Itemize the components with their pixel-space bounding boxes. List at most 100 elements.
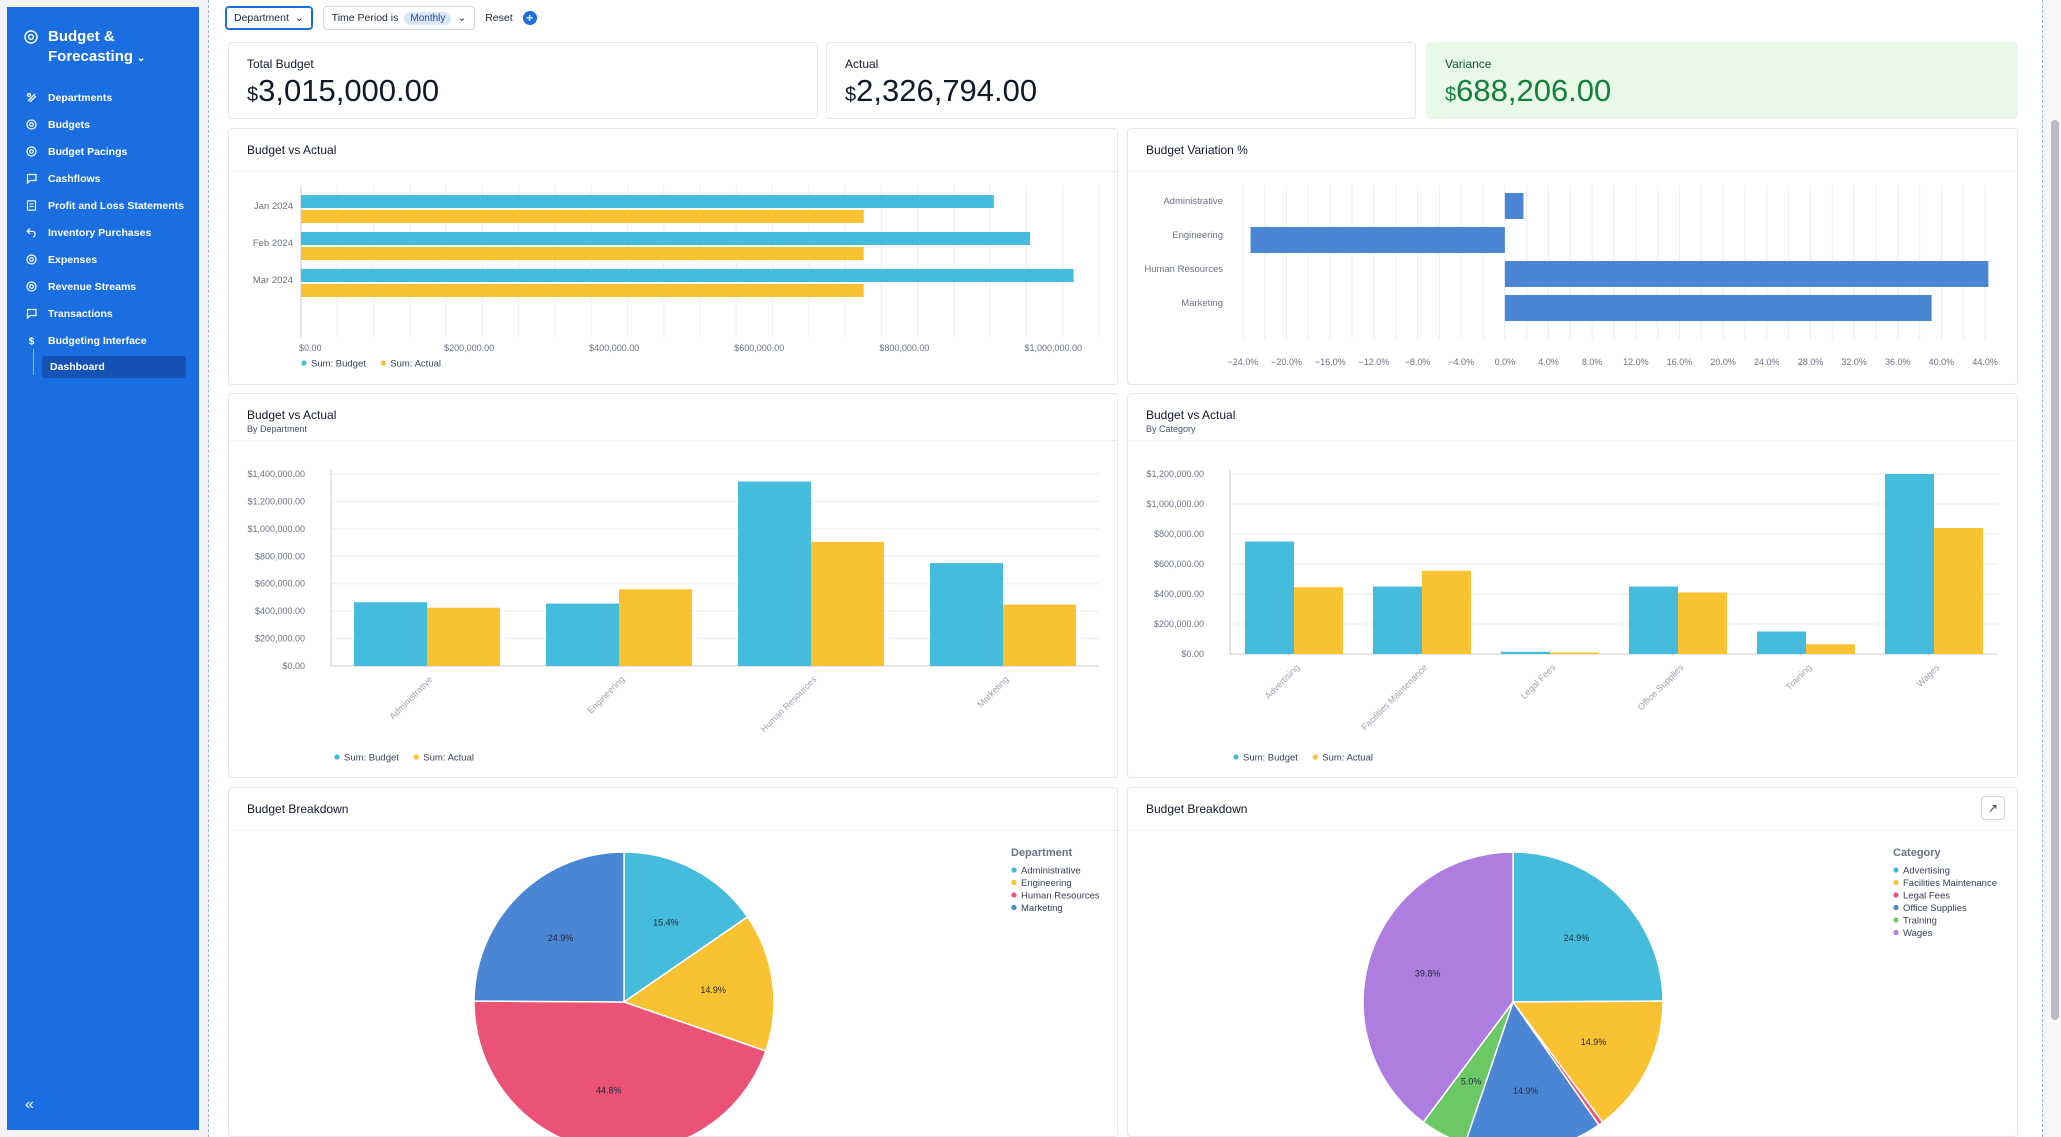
bar-actual	[1806, 644, 1855, 654]
legend-label: Training	[1903, 916, 1937, 927]
divider	[1128, 830, 2017, 831]
y-tick-label: $1,000,000.00	[247, 524, 305, 534]
x-tick-label: −4.0%	[1448, 357, 1474, 367]
chat-icon	[26, 173, 37, 184]
department-filter[interactable]: Department ⌄	[225, 6, 313, 30]
x-tick-label: −20.0%	[1271, 357, 1302, 367]
add-filter-icon[interactable]: +	[522, 11, 537, 25]
y-tick-label: $400,000.00	[1154, 589, 1204, 599]
bar-actual	[1678, 592, 1727, 654]
bar-variation	[1504, 295, 1932, 321]
kpi-value: $688,206.00	[1445, 73, 1611, 109]
divider	[1128, 171, 2017, 172]
target-icon	[26, 281, 37, 292]
sidebar-item-dashboard[interactable]: Dashboard	[42, 356, 186, 378]
y-tick-label: $200,000.00	[255, 634, 305, 644]
y-tick-label: $1,000,000.00	[1146, 499, 1204, 509]
budget-breakdown-dept-chart: 15.4% 14.9% 44.8% 24.9% Department Administra…	[473, 847, 1100, 1137]
bar-budget	[738, 481, 811, 666]
sidebar-item-label: Budgeting Interface	[48, 334, 147, 347]
x-tick-label: −24.0%	[1228, 357, 1259, 367]
sidebar-item-label: Revenue Streams	[48, 280, 137, 293]
legend-title: Category	[1893, 847, 1942, 859]
legend-label: Engineering	[1021, 878, 1072, 889]
y-tick-label: Jan 2024	[254, 201, 293, 212]
card-title: Budget Breakdown	[247, 802, 349, 816]
bar-variation	[1250, 227, 1505, 253]
bar-budget	[546, 603, 619, 666]
target-icon	[26, 119, 37, 130]
bar-budget	[1629, 586, 1678, 654]
kpi-number: 2,326,794.00	[856, 73, 1038, 108]
bar-budget	[301, 269, 1074, 282]
expand-icon[interactable]: ↗	[1981, 796, 2005, 820]
y-tick-label: $200,000.00	[1154, 619, 1204, 629]
legend-label: Office Supplies	[1903, 903, 1967, 914]
y-tick-label: $1,400,000.00	[247, 469, 305, 479]
bar-budget	[930, 563, 1003, 666]
divider	[229, 171, 1117, 172]
sidebar-item-departments[interactable]: Departments	[7, 84, 199, 111]
app-title[interactable]: Budget & Forecasting ⌄	[24, 27, 145, 69]
sidebar-item-inventory-purchases[interactable]: Inventory Purchases	[7, 219, 199, 246]
x-tick-label: Legal Fees	[1519, 662, 1558, 701]
scrollbar-thumb[interactable]	[2051, 120, 2059, 1020]
x-tick-label: −16.0%	[1315, 357, 1346, 367]
pie-label: 24.9%	[548, 933, 574, 943]
x-tick-label: 8.0%	[1582, 357, 1603, 367]
bar-actual	[301, 247, 864, 260]
pie-label: 39.8%	[1415, 969, 1441, 979]
chevron-down-icon: ⌄	[137, 53, 146, 64]
x-tick-label: 4.0%	[1538, 357, 1559, 367]
sidebar-item-budget-pacings[interactable]: Budget Pacings	[7, 138, 199, 165]
time-period-filter[interactable]: Time Period is Monthly ⌄	[322, 6, 476, 30]
legend-dot	[1893, 892, 1899, 898]
y-tick-label: Feb 2024	[253, 238, 293, 249]
app-title-line1: Budget &	[48, 28, 115, 45]
legend-label: Sum: Actual	[1322, 753, 1373, 764]
pie-label: 5.0%	[1461, 1077, 1482, 1087]
bar-actual	[427, 607, 500, 666]
legend-label: Sum: Budget	[311, 359, 366, 370]
legend-dot	[1893, 904, 1899, 911]
kpi-label: Total Budget	[247, 57, 314, 71]
budget-vs-actual-category-chart: $0.00 $200,000.00 $400,000.00 $600,000.00 $8…	[1146, 469, 1998, 764]
bar-actual	[1550, 652, 1599, 654]
currency-symbol: $	[247, 84, 259, 106]
sidebar-item-revenue-streams[interactable]: Revenue Streams	[7, 273, 199, 300]
pie-label: 24.9%	[1564, 933, 1590, 943]
pie-label: 15.4%	[653, 917, 679, 927]
card-title: Budget vs Actual	[247, 143, 337, 157]
target-icon	[26, 146, 37, 157]
sidebar-item-profit-and-loss-statements[interactable]: Profit and Loss Statements	[7, 192, 199, 219]
bar-actual	[1294, 587, 1343, 654]
budget-vs-actual-dept-card: Budget vs Actual By Department $0.00 $200…	[228, 393, 1118, 778]
sidebar-item-expenses[interactable]: Expenses	[7, 246, 199, 273]
sidebar-item-budgets[interactable]: Budgets	[7, 111, 199, 138]
legend-dot	[1893, 867, 1899, 873]
legend-label: Sum: Actual	[423, 753, 474, 764]
department-filter-label: Department	[234, 12, 289, 24]
card-title: Budget vs Actual	[1146, 408, 1236, 422]
chevron-down-icon: ⌄	[457, 12, 467, 24]
x-tick-label: 28.0%	[1798, 357, 1824, 367]
x-tick-label: Human Resources	[759, 674, 819, 734]
time-period-label: Time Period is	[331, 12, 399, 24]
bar-variation	[1504, 261, 1989, 287]
legend-dot	[334, 754, 340, 760]
sidebar-item-budgeting-interface[interactable]: $ Budgeting Interface	[7, 327, 199, 354]
chat-icon	[26, 308, 37, 319]
collapse-sidebar-icon[interactable]: «	[25, 1096, 34, 1113]
reset-button[interactable]: Reset	[485, 12, 513, 24]
bar-budget	[301, 232, 1031, 245]
pie-slice-facilities-maintenance	[1511, 1000, 1664, 1124]
x-tick-label: 44.0%	[1972, 357, 1998, 367]
app-title-line2: Forecasting	[48, 48, 134, 65]
undo-icon	[26, 228, 36, 238]
sidebar-item-transactions[interactable]: Transactions	[7, 300, 199, 327]
sidebar-item-cashflows[interactable]: Cashflows	[7, 165, 199, 192]
legend-dot	[301, 360, 307, 366]
divider	[229, 440, 1117, 441]
sidebar-item-label: Profit and Loss Statements	[48, 199, 184, 212]
target-icon	[26, 254, 37, 265]
